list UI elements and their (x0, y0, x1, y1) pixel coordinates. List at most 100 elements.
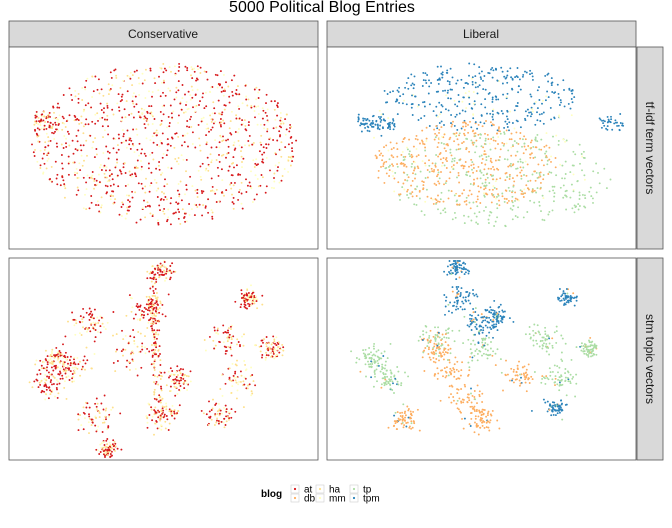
point-tp (549, 374, 552, 377)
point-tpm (455, 272, 458, 274)
point-mm (248, 299, 251, 302)
point-tp (534, 136, 537, 139)
point-tp (559, 379, 561, 382)
point-ha (94, 137, 97, 140)
point-at (163, 104, 166, 107)
point-db (457, 171, 460, 174)
point-db (525, 390, 528, 393)
point-at (108, 413, 111, 416)
point-mm (221, 179, 224, 182)
point-tpm (425, 82, 428, 84)
point-at (247, 121, 250, 124)
point-tpm (435, 105, 438, 108)
point-at (112, 361, 115, 364)
point-tpm (437, 82, 440, 85)
point-db (526, 373, 529, 376)
point-mm (145, 415, 148, 418)
point-at (98, 453, 101, 455)
point-tpm (490, 308, 493, 311)
point-tp (489, 148, 492, 151)
point-tp (384, 373, 387, 376)
point-tpm (497, 98, 500, 101)
point-ha (269, 348, 271, 350)
point-at (276, 139, 279, 142)
point-ha (157, 333, 160, 336)
point-ha (146, 119, 149, 122)
point-tpm (506, 70, 509, 73)
point-tpm (380, 119, 383, 122)
point-ha (116, 161, 119, 164)
point-db (473, 182, 475, 185)
point-tp (547, 335, 550, 338)
point-tpm (392, 382, 394, 385)
point-at (277, 343, 280, 345)
point-at (126, 129, 129, 132)
point-tp (474, 350, 477, 352)
point-mm (35, 113, 38, 116)
point-tpm (383, 89, 386, 92)
point-db (525, 375, 528, 377)
point-at (265, 336, 268, 338)
point-tpm (451, 263, 454, 266)
point-db (523, 135, 526, 138)
point-db (484, 132, 486, 135)
point-at (234, 372, 237, 375)
point-at (158, 161, 161, 163)
point-ha (84, 368, 86, 371)
point-at (220, 420, 223, 423)
point-ha (232, 144, 235, 147)
point-tp (591, 348, 594, 351)
point-at (253, 294, 256, 297)
point-mm (237, 131, 239, 134)
point-tp (554, 375, 557, 378)
point-at (56, 183, 59, 186)
point-tp (384, 167, 387, 170)
point-ha (239, 380, 242, 383)
point-tp (374, 354, 377, 357)
point-ha (56, 366, 59, 369)
point-tp (509, 162, 512, 165)
point-mm (178, 377, 181, 380)
point-at (116, 360, 119, 362)
point-db (404, 179, 407, 181)
point-at (278, 351, 281, 354)
point-tpm (529, 111, 532, 114)
point-db (530, 146, 533, 149)
point-at (103, 444, 106, 446)
point-at (141, 148, 143, 151)
point-at (45, 359, 48, 362)
point-tp (362, 349, 365, 352)
point-ha (162, 79, 165, 82)
point-ha (53, 111, 55, 114)
point-ha (153, 365, 156, 368)
point-mm (492, 108, 495, 111)
point-at (267, 143, 270, 146)
point-db (406, 421, 409, 424)
point-at (239, 345, 241, 348)
point-at (90, 106, 93, 109)
point-at (260, 345, 263, 348)
point-db (490, 192, 493, 195)
point-ha (50, 165, 53, 168)
point-db (523, 375, 526, 378)
point-tp (547, 334, 549, 337)
point-at (249, 185, 252, 188)
point-mm (57, 380, 59, 383)
point-tpm (531, 78, 534, 81)
point-tpm (552, 413, 555, 416)
point-at (64, 351, 67, 354)
point-mm (562, 138, 565, 141)
point-at (229, 346, 232, 349)
point-at (133, 336, 136, 339)
point-at (189, 370, 192, 373)
point-at (153, 336, 156, 339)
point-mm (222, 73, 225, 76)
point-at (99, 325, 102, 328)
point-ha (173, 409, 176, 412)
point-tpm (449, 97, 452, 100)
point-ha (90, 367, 93, 370)
point-db (412, 145, 415, 148)
point-mm (257, 113, 260, 115)
point-at (155, 134, 158, 137)
